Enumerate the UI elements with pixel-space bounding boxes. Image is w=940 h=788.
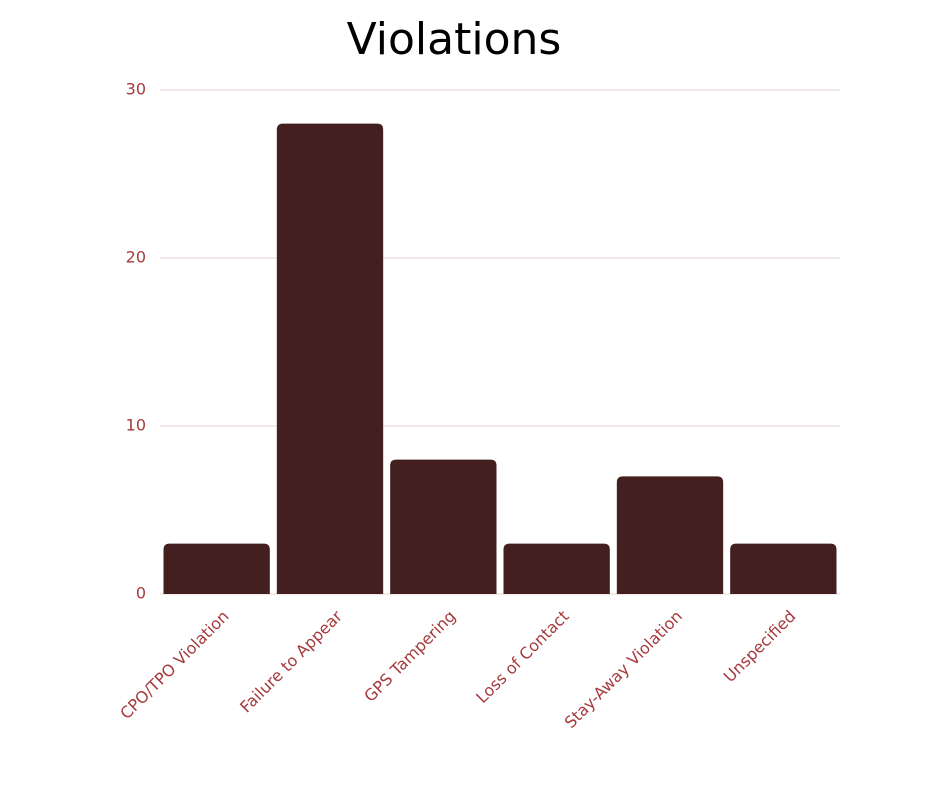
bar [163,543,270,594]
bar [503,543,610,594]
y-tick-label: 10 [126,416,146,435]
y-tick-label: 0 [136,584,146,603]
bar [390,459,497,594]
y-tick-label: 20 [126,248,146,267]
bar [276,123,384,594]
bar [616,476,724,594]
y-tick-label: 30 [126,80,146,99]
bar [730,543,837,594]
chart-title: Violations [347,14,562,65]
